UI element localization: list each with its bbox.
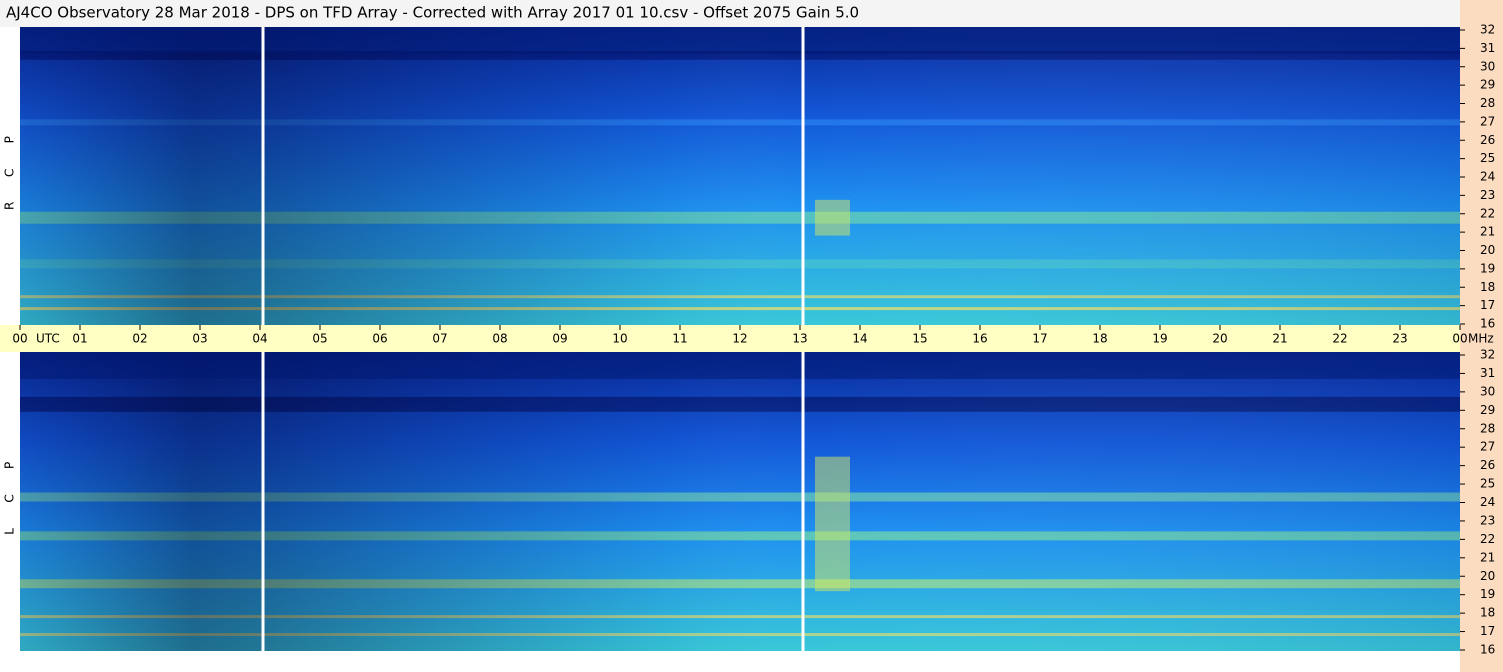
- time-label: 14: [852, 332, 867, 346]
- freq-label: 18: [1480, 280, 1495, 294]
- freq-label: 26: [1480, 133, 1495, 147]
- time-label: 23: [1392, 332, 1407, 346]
- freq-label: 19: [1480, 261, 1495, 275]
- time-label: 04: [252, 332, 267, 346]
- freq-label: 17: [1480, 624, 1495, 638]
- time-label: 13: [792, 332, 807, 346]
- panel-letter: C: [3, 169, 17, 177]
- time-label: 10: [612, 332, 627, 346]
- panel-letter: P: [3, 136, 17, 143]
- time-axis-band: [0, 325, 1460, 352]
- freq-label: 32: [1480, 23, 1495, 37]
- freq-label: 26: [1480, 458, 1495, 472]
- time-label: 07: [432, 332, 447, 346]
- title-bar: [0, 0, 1503, 27]
- freq-label: 22: [1480, 532, 1495, 546]
- time-label: 08: [492, 332, 507, 346]
- freq-label: 19: [1480, 587, 1495, 601]
- freq-label: 30: [1480, 59, 1495, 73]
- freq-label: 30: [1480, 384, 1495, 398]
- time-label: 17: [1032, 332, 1047, 346]
- gap-line: [801, 352, 805, 651]
- upper-band: [20, 352, 1460, 379]
- freq-label: 21: [1480, 550, 1495, 564]
- freq-label: 28: [1480, 421, 1495, 435]
- unit-label: MHz: [1468, 332, 1494, 346]
- time-label: 11: [672, 332, 687, 346]
- freq-label: 16: [1480, 317, 1495, 331]
- freq-label: 28: [1480, 96, 1495, 110]
- panel-letter: P: [3, 462, 17, 469]
- freq-label: 29: [1480, 403, 1495, 417]
- time-label: 05: [312, 332, 327, 346]
- time-label: 16: [972, 332, 987, 346]
- labels: 32 31 30 29 28 27 26 25 24 23 22 21 20 19 18 17 16 R C P 32 3…: [3, 23, 1496, 657]
- panel-letter: C: [3, 494, 17, 502]
- gap-line: [801, 27, 805, 325]
- freq-label: 17: [1480, 298, 1495, 312]
- upper-band: [20, 27, 1460, 54]
- burst: [815, 456, 850, 592]
- time-label: 09: [552, 332, 567, 346]
- freq-label: 20: [1480, 569, 1495, 583]
- gap-line: [261, 27, 265, 325]
- freq-label: 18: [1480, 606, 1495, 620]
- freq-label: 20: [1480, 243, 1495, 257]
- freq-label: 16: [1480, 643, 1495, 657]
- freq-label: 23: [1480, 188, 1495, 202]
- freq-label: 23: [1480, 513, 1495, 527]
- shade: [20, 352, 1460, 651]
- time-label: 15: [912, 332, 927, 346]
- freq-label: 25: [1480, 477, 1495, 491]
- freq-label: 27: [1480, 114, 1495, 128]
- utc-label: UTC: [36, 332, 60, 346]
- time-label: 20: [1212, 332, 1227, 346]
- gap-line: [261, 352, 265, 651]
- freq-label: 22: [1480, 206, 1495, 220]
- time-label: 22: [1332, 332, 1347, 346]
- freq-label: 27: [1480, 440, 1495, 454]
- time-label: 21: [1272, 332, 1287, 346]
- time-label: 18: [1092, 332, 1107, 346]
- time-label: 00: [1452, 332, 1467, 346]
- freq-label: 25: [1480, 151, 1495, 165]
- title: AJ4CO Observatory 28 Mar 2018 - DPS on T…: [6, 4, 859, 22]
- time-label: 19: [1152, 332, 1167, 346]
- spectrograms: [20, 27, 1460, 651]
- freq-label: 31: [1480, 366, 1495, 380]
- time-label: 06: [372, 332, 387, 346]
- freq-label: 32: [1480, 348, 1495, 362]
- time-label: 01: [72, 332, 87, 346]
- burst: [815, 199, 850, 236]
- panel-letter: R: [3, 202, 17, 210]
- time-label: 00: [12, 332, 27, 346]
- time-label: 03: [192, 332, 207, 346]
- time-label: 02: [132, 332, 147, 346]
- freq-label: 24: [1480, 495, 1495, 509]
- freq-strip: [1460, 0, 1503, 672]
- shade: [20, 27, 1460, 325]
- time-label: 12: [732, 332, 747, 346]
- freq-label: 29: [1480, 78, 1495, 92]
- freq-label: 21: [1480, 225, 1495, 239]
- freq-label: 24: [1480, 170, 1495, 184]
- panel-letter: L: [3, 528, 17, 535]
- freq-label: 31: [1480, 41, 1495, 55]
